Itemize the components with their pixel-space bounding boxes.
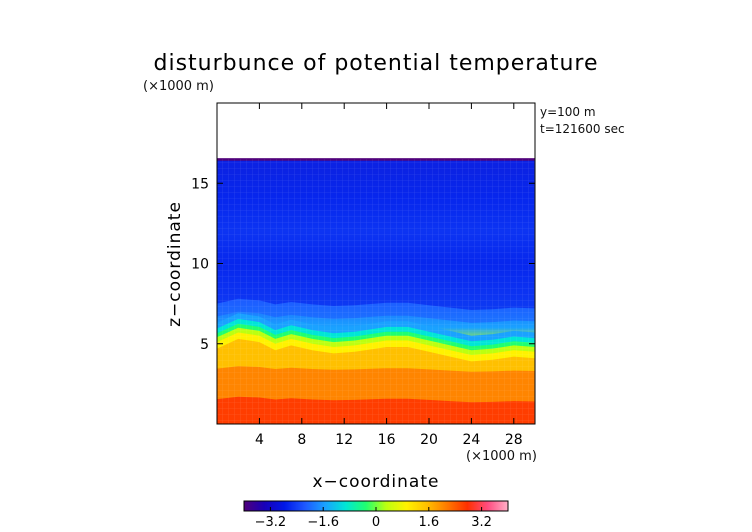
x-axis-label: x−coordinate — [313, 472, 440, 492]
colorbar: −3.2 −1.6 0 1.6 3.2 — [243, 500, 509, 530]
y-tick-label: 15 — [191, 176, 209, 192]
x-tick-label: 20 — [420, 432, 438, 448]
x-tick-label: 24 — [462, 432, 480, 448]
y-tick-label: 10 — [191, 257, 209, 273]
x-tick-label: 4 — [255, 432, 264, 448]
colorbar-tick-label: −1.6 — [307, 515, 339, 530]
x-tick-label: 28 — [505, 432, 523, 448]
colorbar-tick-label: 0 — [372, 515, 380, 530]
colorbar-tick-label: 1.6 — [418, 515, 439, 530]
annotation-time: t=121600 sec — [540, 122, 625, 136]
colorbar-tick-label: 3.2 — [471, 515, 492, 530]
chart-title: disturbunce of potential temperature — [154, 51, 599, 76]
x-tick-label: 12 — [335, 432, 353, 448]
annotation-y-location: y=100 m — [540, 105, 596, 119]
y-axis-label: z−coordinate — [165, 201, 185, 327]
x-tick-label: 8 — [297, 432, 306, 448]
x-tick-label: 16 — [378, 432, 396, 448]
x-unit-label: (×1000 m) — [466, 449, 537, 464]
y-tick-label: 5 — [200, 337, 209, 353]
y-unit-label: (×1000 m) — [143, 79, 214, 94]
heatmap-field — [217, 158, 535, 424]
x-axis: 4 8 12 16 20 24 28 — [255, 103, 523, 448]
y-axis: 5 10 15 — [191, 176, 535, 353]
mesh-overlay — [217, 159, 535, 424]
colorbar-tick-label: −3.2 — [255, 515, 287, 530]
